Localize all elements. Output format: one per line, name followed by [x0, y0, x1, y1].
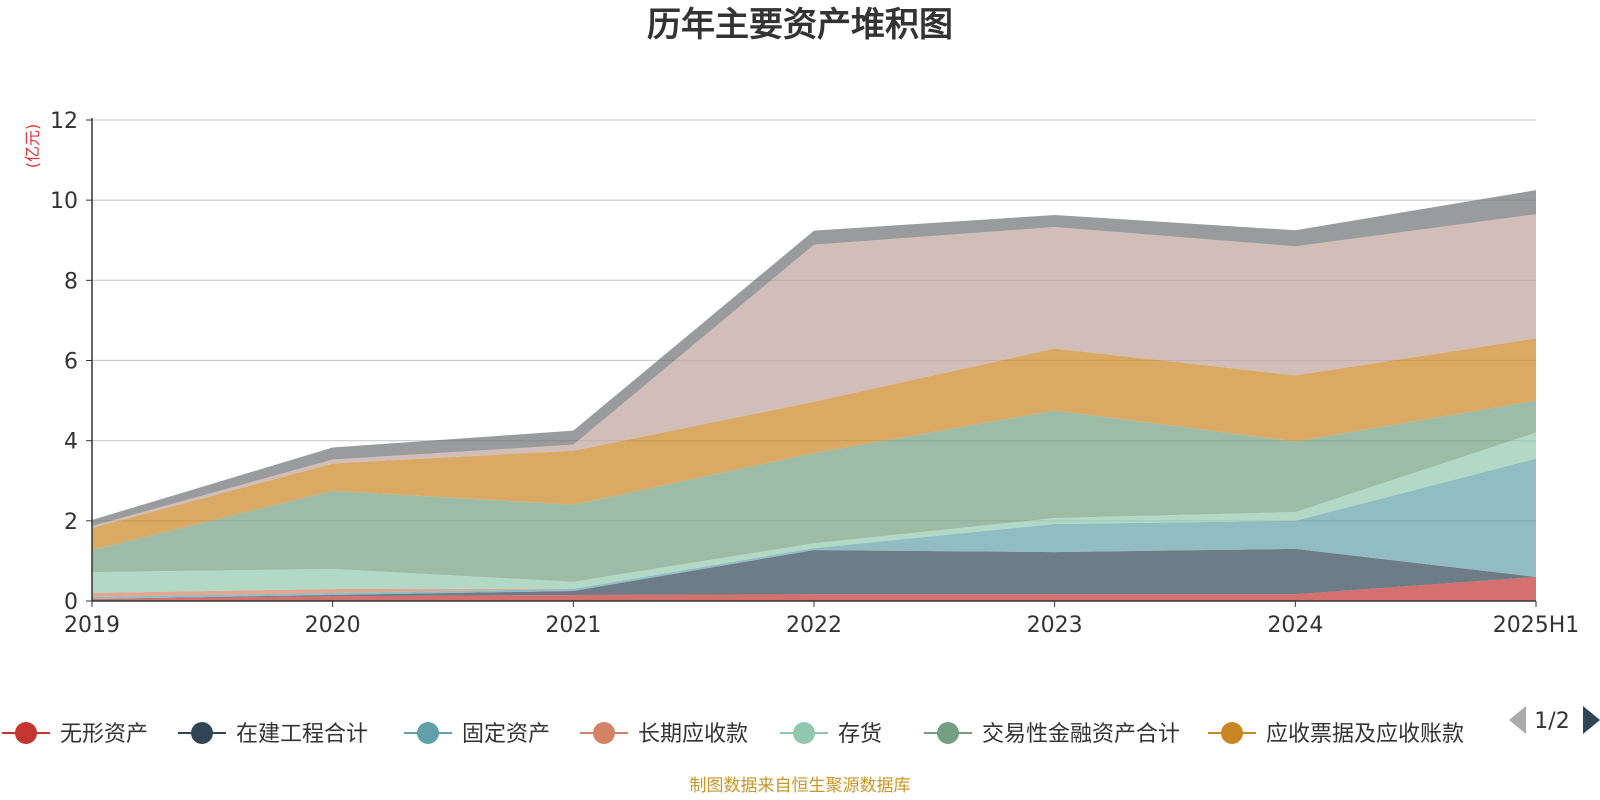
area-series-2 [92, 458, 1536, 599]
legend-page-indicator: 1/2 [1534, 709, 1569, 734]
legend-marker-icon [937, 722, 959, 744]
legend-item-2[interactable]: 固定资产 [404, 722, 550, 747]
area-series-4 [92, 432, 1536, 593]
legend-marker-icon [793, 722, 815, 744]
legend-label: 长期应收款 [638, 722, 748, 747]
legend-item-1[interactable]: 在建工程合计 [178, 722, 368, 747]
legend-label: 固定资产 [462, 722, 550, 747]
legend-label: 存货 [838, 722, 882, 747]
legend-marker-icon [191, 722, 213, 744]
legend[interactable]: 无形资产 在建工程合计 固定资产 长期应收款 存货 交易性金融资产合计 应收票据及应收账款 [2, 722, 1464, 747]
y-tick-label: 6 [64, 350, 78, 375]
x-tick-label: 2025H1 [1493, 613, 1580, 638]
area-series-6 [92, 338, 1536, 551]
legend-item-5[interactable]: 交易性金融资产合计 [924, 722, 1180, 747]
legend-next-icon[interactable] [1583, 706, 1600, 734]
legend-marker-icon [593, 722, 615, 744]
legend-label: 应收票据及应收账款 [1266, 722, 1464, 747]
x-tick-label: 2022 [786, 613, 842, 638]
source-note: 制图数据来自恒生聚源数据库 [690, 776, 911, 796]
x-tick-label: 2021 [545, 613, 601, 638]
y-tick-label: 12 [50, 109, 78, 134]
y-axis-unit-label: (亿元) [23, 124, 42, 169]
stacked-areas [92, 190, 1536, 601]
legend-item-4[interactable]: 存货 [780, 722, 882, 747]
area-series-7 [92, 214, 1536, 529]
y-tick-label: 0 [64, 590, 78, 615]
x-tick-label: 2019 [64, 613, 120, 638]
area-series-0 [92, 576, 1536, 601]
axes: 0 2 4 6 8 10 12 2019 2020 2021 2022 2023 2024 2025H1 [50, 109, 1579, 638]
legend-marker-icon [1221, 722, 1243, 744]
legend-prev-icon[interactable] [1509, 706, 1526, 734]
y-tick-label: 2 [64, 510, 78, 535]
x-tick-label: 2024 [1267, 613, 1323, 638]
legend-label: 在建工程合计 [236, 722, 368, 747]
legend-marker-icon [417, 722, 439, 744]
legend-pager[interactable]: 1/2 [1509, 706, 1600, 734]
area-series-5 [92, 400, 1536, 582]
area-series-1 [92, 548, 1536, 599]
legend-marker-icon [15, 722, 37, 744]
x-tick-label: 2023 [1027, 613, 1083, 638]
legend-item-6[interactable]: 应收票据及应收账款 [1208, 722, 1464, 747]
y-tick-label: 10 [50, 189, 78, 214]
legend-item-0[interactable]: 无形资产 [2, 722, 148, 747]
y-tick-label: 4 [64, 430, 78, 455]
x-tick-label: 2020 [305, 613, 361, 638]
legend-label: 交易性金融资产合计 [982, 722, 1180, 747]
legend-label: 无形资产 [60, 722, 148, 747]
area-series-8 [92, 190, 1536, 527]
y-tick-label: 8 [64, 269, 78, 294]
legend-item-3[interactable]: 长期应收款 [580, 722, 748, 747]
chart-title: 历年主要资产堆积图 [647, 5, 953, 45]
